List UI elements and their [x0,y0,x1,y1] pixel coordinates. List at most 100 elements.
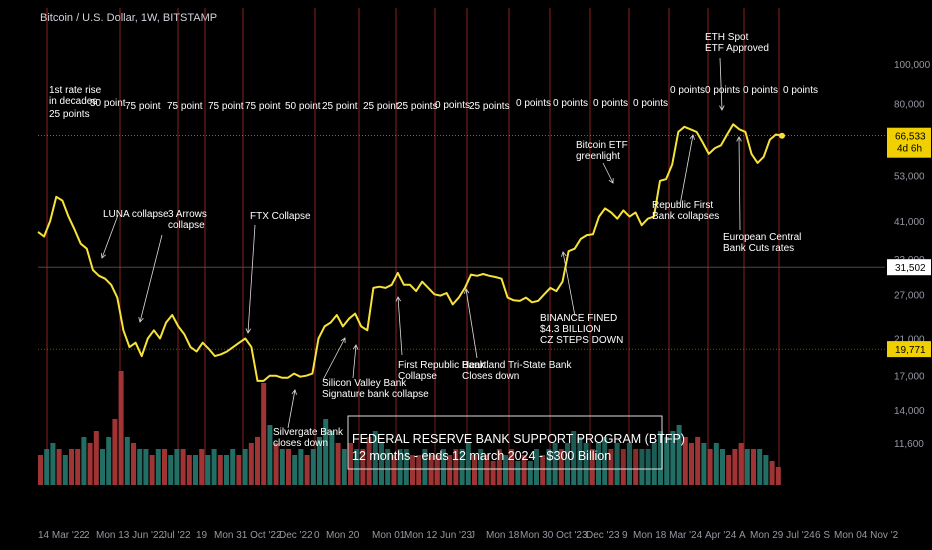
volume-bar [701,443,707,485]
volume-bar [658,431,663,485]
volume-bar [453,449,459,485]
annotation-arrow [562,251,576,317]
rate-label: 0 points [743,85,778,96]
zoom-tool-icon[interactable]: Z [16,531,22,541]
volume-bar [434,455,440,485]
volume-bar [577,437,583,485]
volume-bar [521,455,527,485]
volume-bar [286,449,291,485]
volume-bar [224,455,229,485]
volume-bar [87,443,93,485]
volume-bar [93,431,99,485]
volume-bar [546,449,552,485]
volume-bar [199,449,205,485]
x-tick-label: Mon 29 Jul '24 [750,530,815,541]
event-label: LUNA collapse [103,209,169,220]
rate-label: 0 points [633,98,668,109]
btfp-subtitle: 12 months - ends 12 march 2024 - $300 Bi… [352,449,611,463]
rate-label: 25 point [322,101,358,112]
volume-bar [484,455,490,485]
x-tick-label: Mon 01 [372,530,406,541]
volume-bar [372,431,378,485]
volume-bar [310,449,316,485]
volume-bar [112,419,118,485]
btfp-box [347,415,663,470]
annotation-arrow [139,234,163,323]
volume-bar [515,461,521,485]
currency-button[interactable]: USD [890,6,926,30]
event-label: BINANCE FINED [540,313,617,324]
volume-bar [211,449,217,485]
volume-bar [602,437,608,485]
volume-bar [354,449,360,485]
volume-bar [689,443,694,485]
volume-bar [360,449,366,485]
btfp-title: FEDERAL RESERVE BANK SUPPORT PROGRAM (BT… [352,432,685,446]
x-tick-label: Mon 20 [326,530,360,541]
volume-bar [509,449,515,485]
annotation-arrow [397,296,403,356]
x-tick-label: 19 [196,530,208,541]
rate-label: 25 points [397,101,438,112]
volume-bar [162,449,167,485]
arrow-head [245,328,252,334]
arrow-head [689,134,695,140]
annotation-arrow [719,57,723,111]
event-label: greenlight [576,151,620,162]
volume-bar [217,455,223,485]
y-tick-label: 80,000 [894,99,925,110]
volume-bar [422,449,428,485]
volume-bar [614,443,620,485]
rate-label: 75 point [125,101,161,112]
arrow-head [395,296,402,302]
auto-scale-icon[interactable]: A [908,531,915,541]
volume-bar [205,455,211,485]
volume-bar [323,419,329,485]
rate-label: 0 points [705,85,740,96]
volume-bar [385,449,391,485]
volume-bar [75,449,81,485]
rate-label: 75 point [208,101,244,112]
event-label: ETF Approved [705,43,769,54]
y-tick-label: 33,000 [894,255,925,266]
rate-label: 0 points [516,98,551,109]
volume-bar [317,437,322,485]
event-label: Bitcoin ETF [576,140,628,151]
arrow-head [291,389,297,395]
rate-label: 0 points [553,98,588,109]
event-label: CZ STEPS DOWN [540,335,623,346]
volume-bar [248,443,254,485]
volume-bar [124,437,130,485]
volume-bar [131,443,136,485]
volume-bar [527,461,533,485]
x-tick-label: J [470,530,475,541]
volume-bar [651,443,657,485]
volume-bar [769,461,775,485]
annotation-arrow [465,288,478,359]
x-tick-label: Mon 30 Oct '23 [520,530,588,541]
event-label: European Central [723,232,801,243]
arrow-head [138,317,144,323]
annotation-arrow [287,389,296,429]
volume-bar [267,425,273,485]
volume-bar [62,455,68,485]
x-tick-label: 6 S [815,530,830,541]
annotation-arrow [738,136,741,231]
arrow-head [100,252,107,259]
volume-bar [273,443,279,485]
y-tick-label: 17,000 [894,372,925,383]
annotation-arrow [679,134,694,206]
volume-bar [664,437,670,485]
last-price-dot [779,132,785,139]
volume-bar [565,443,570,485]
event-label: closes down [273,438,328,449]
volume-bar [472,455,477,485]
rate-label: 25 point [363,101,399,112]
rate-label: 75 point [245,101,281,112]
x-tick-label: Jul '22 [162,530,191,541]
rate-label: 25 points [469,101,510,112]
x-tick-label: Dec '22 [279,530,313,541]
annotation-arrow [101,214,119,259]
event-label: Silicon Valley Bank [322,378,407,389]
